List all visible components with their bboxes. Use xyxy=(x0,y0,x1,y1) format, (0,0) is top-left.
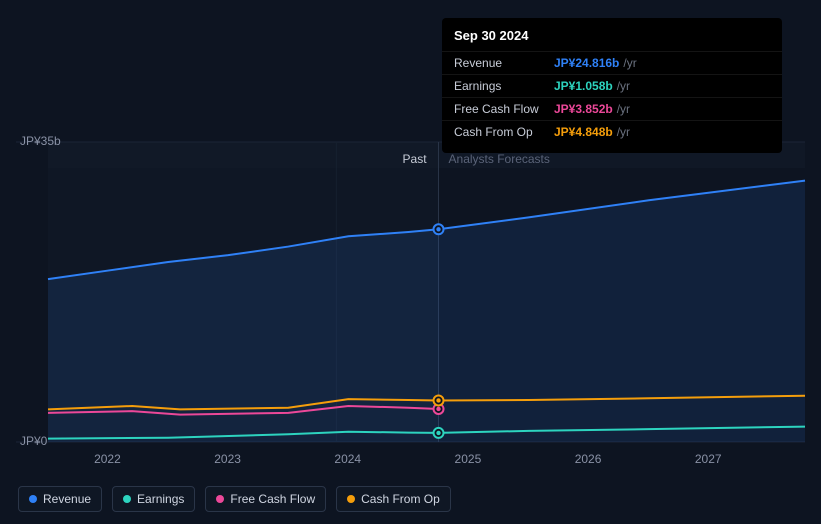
x-tick-label: 2023 xyxy=(214,452,241,466)
legend-item-earnings[interactable]: Earnings xyxy=(112,486,195,512)
x-tick-label: 2024 xyxy=(334,452,361,466)
legend-dot-icon xyxy=(216,495,224,503)
x-tick-label: 2026 xyxy=(575,452,602,466)
legend-dot-icon xyxy=(347,495,355,503)
y-tick-label: JP¥35b xyxy=(20,134,61,148)
financial-chart: JP¥0 JP¥35b 2022 2023 2024 2025 2026 2027 Past… xyxy=(0,0,821,524)
legend-dot-icon xyxy=(29,495,37,503)
legend-item-free-cash-flow[interactable]: Free Cash Flow xyxy=(205,486,326,512)
legend-label: Cash From Op xyxy=(361,492,440,506)
tooltip-unit: /yr xyxy=(623,56,636,70)
tooltip-unit: /yr xyxy=(617,125,630,139)
tooltip-metric-value: JP¥24.816b xyxy=(554,56,619,70)
forecast-section-label: Analysts Forecasts xyxy=(449,152,550,166)
tooltip-row: Cash From OpJP¥4.848b/yr xyxy=(442,120,782,143)
legend-item-cash-from-op[interactable]: Cash From Op xyxy=(336,486,451,512)
tooltip-metric-label: Earnings xyxy=(454,79,554,93)
legend-dot-icon xyxy=(123,495,131,503)
tooltip-row: RevenueJP¥24.816b/yr xyxy=(442,51,782,74)
x-tick-label: 2025 xyxy=(455,452,482,466)
x-tick-label: 2027 xyxy=(695,452,722,466)
y-tick-label: JP¥0 xyxy=(20,434,47,448)
tooltip-unit: /yr xyxy=(617,102,630,116)
tooltip-metric-value: JP¥4.848b xyxy=(554,125,613,139)
tooltip-date: Sep 30 2024 xyxy=(442,28,782,51)
legend-label: Revenue xyxy=(43,492,91,506)
tooltip-metric-value: JP¥3.852b xyxy=(554,102,613,116)
tooltip-metric-label: Cash From Op xyxy=(454,125,554,139)
tooltip-metric-label: Revenue xyxy=(454,56,554,70)
legend-label: Free Cash Flow xyxy=(230,492,315,506)
legend-label: Earnings xyxy=(137,492,184,506)
tooltip-row: Free Cash FlowJP¥3.852b/yr xyxy=(442,97,782,120)
tooltip-unit: /yr xyxy=(617,79,630,93)
past-section-label: Past xyxy=(403,152,427,166)
chart-legend: Revenue Earnings Free Cash Flow Cash From O… xyxy=(18,486,451,512)
legend-item-revenue[interactable]: Revenue xyxy=(18,486,102,512)
chart-tooltip: Sep 30 2024 RevenueJP¥24.816b/yrEarnings… xyxy=(442,18,782,153)
x-tick-label: 2022 xyxy=(94,452,121,466)
tooltip-row: EarningsJP¥1.058b/yr xyxy=(442,74,782,97)
tooltip-metric-value: JP¥1.058b xyxy=(554,79,613,93)
tooltip-metric-label: Free Cash Flow xyxy=(454,102,554,116)
